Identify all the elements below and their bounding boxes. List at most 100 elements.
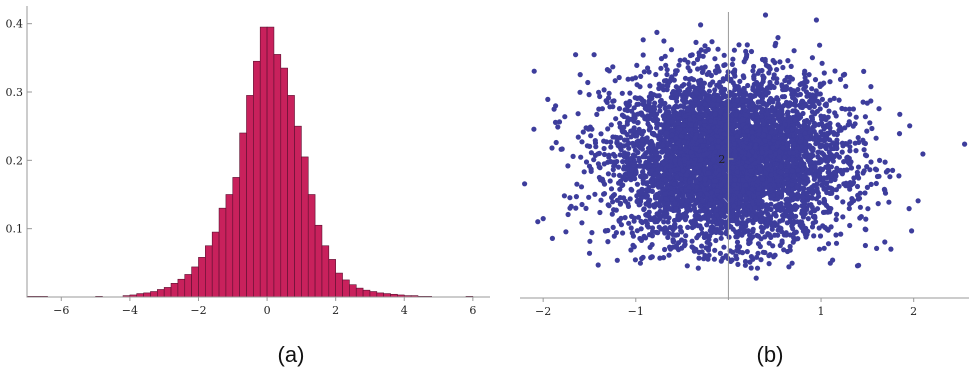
scatter-point — [733, 118, 738, 123]
scatter-point — [821, 210, 826, 215]
scatter-point — [554, 140, 559, 145]
scatter-point — [763, 57, 768, 62]
scatter-point — [778, 164, 783, 169]
y-tick-label: 0.4 — [6, 18, 24, 31]
scatter-point — [781, 247, 786, 252]
scatter-point — [779, 82, 784, 87]
scatter-point — [776, 140, 781, 145]
scatter-point — [840, 214, 845, 219]
scatter-point — [618, 216, 623, 221]
scatter-point — [801, 190, 806, 195]
scatter-point — [634, 133, 639, 138]
scatter-point — [847, 187, 852, 192]
scatter-point — [624, 101, 629, 106]
scatter-point — [810, 115, 815, 120]
scatter-point — [847, 112, 852, 117]
scatter-point — [735, 262, 740, 267]
scatter-point — [780, 126, 785, 131]
scatter-point — [691, 77, 696, 82]
scatter-point — [647, 98, 652, 103]
scatter-point — [712, 257, 717, 262]
scatter-point — [702, 119, 707, 124]
scatter-point — [789, 223, 794, 228]
histogram-panel: −6 −4 −2 0 2 4 60.10.20.30.4 — [6, 6, 491, 317]
scatter-point — [588, 133, 593, 138]
scatter-point — [638, 145, 643, 150]
scatter-point — [637, 202, 642, 207]
scatter-point — [565, 163, 570, 168]
scatter-point — [810, 109, 815, 114]
scatter-point — [863, 243, 868, 248]
scatter-point — [579, 184, 584, 189]
histogram-bar — [281, 68, 288, 297]
scatter-point — [692, 174, 697, 179]
scatter-point — [748, 240, 753, 245]
scatter-point — [701, 187, 706, 192]
scatter-point — [777, 59, 782, 64]
scatter-point — [647, 210, 652, 215]
scatter-point — [734, 212, 739, 217]
histogram-bar — [356, 288, 363, 297]
scatter-point — [869, 126, 874, 131]
scatter-point — [598, 198, 603, 203]
scatter-point — [831, 159, 836, 164]
scatter-point — [692, 160, 697, 165]
scatter-point — [780, 184, 785, 189]
scatter-point — [719, 226, 724, 231]
scatter-point — [587, 239, 592, 244]
histogram-bar — [192, 267, 199, 297]
scatter-point — [815, 150, 820, 155]
scatter-point — [786, 80, 791, 85]
scatter-point — [619, 147, 624, 152]
scatter-point — [757, 68, 762, 73]
scatter-point — [693, 40, 698, 45]
scatter-point — [730, 165, 735, 170]
scatter-point — [863, 227, 868, 232]
scatter-point — [749, 265, 754, 270]
scatter-point — [743, 113, 748, 118]
scatter-point — [815, 154, 820, 159]
scatter-point — [687, 92, 692, 97]
scatter-point — [864, 153, 869, 158]
scatter-point — [618, 201, 623, 206]
scatter-point — [769, 108, 774, 113]
scatter-point — [703, 49, 708, 54]
scatter-point — [632, 162, 637, 167]
scatter-point — [815, 206, 820, 211]
scatter-point — [843, 107, 848, 112]
scatter-point — [743, 259, 748, 264]
scatter-point — [696, 266, 701, 271]
scatter-point — [718, 221, 723, 226]
scatter-point — [676, 240, 681, 245]
scatter-point — [771, 119, 776, 124]
scatter-point — [587, 92, 592, 97]
scatter-point — [604, 98, 609, 103]
histogram-bar — [157, 289, 164, 297]
histogram-bar — [247, 95, 254, 297]
scatter-point — [679, 229, 684, 234]
histogram-bar — [260, 27, 267, 297]
histogram-bar — [185, 274, 192, 297]
scatter-point — [715, 47, 720, 52]
scatter-point — [629, 167, 634, 172]
scatter-point — [828, 98, 833, 103]
scatter-point — [709, 39, 714, 44]
scatter-point — [761, 133, 766, 138]
scatter-point — [780, 65, 785, 70]
scatter-point — [722, 53, 727, 58]
scatter-point — [605, 67, 610, 72]
histogram-bar — [240, 133, 247, 297]
scatter-point — [853, 141, 858, 146]
scatter-point — [777, 154, 782, 159]
scatter-point — [747, 218, 752, 223]
scatter-point — [791, 240, 796, 245]
scatter-point — [750, 107, 755, 112]
histogram-bar — [171, 283, 178, 297]
histogram-bar — [267, 27, 274, 297]
scatter-point — [785, 177, 790, 182]
scatter-point — [798, 115, 803, 120]
scatter-point — [641, 52, 646, 57]
scatter-point — [586, 195, 591, 200]
scatter-point — [813, 168, 818, 173]
scatter-point — [755, 251, 760, 256]
